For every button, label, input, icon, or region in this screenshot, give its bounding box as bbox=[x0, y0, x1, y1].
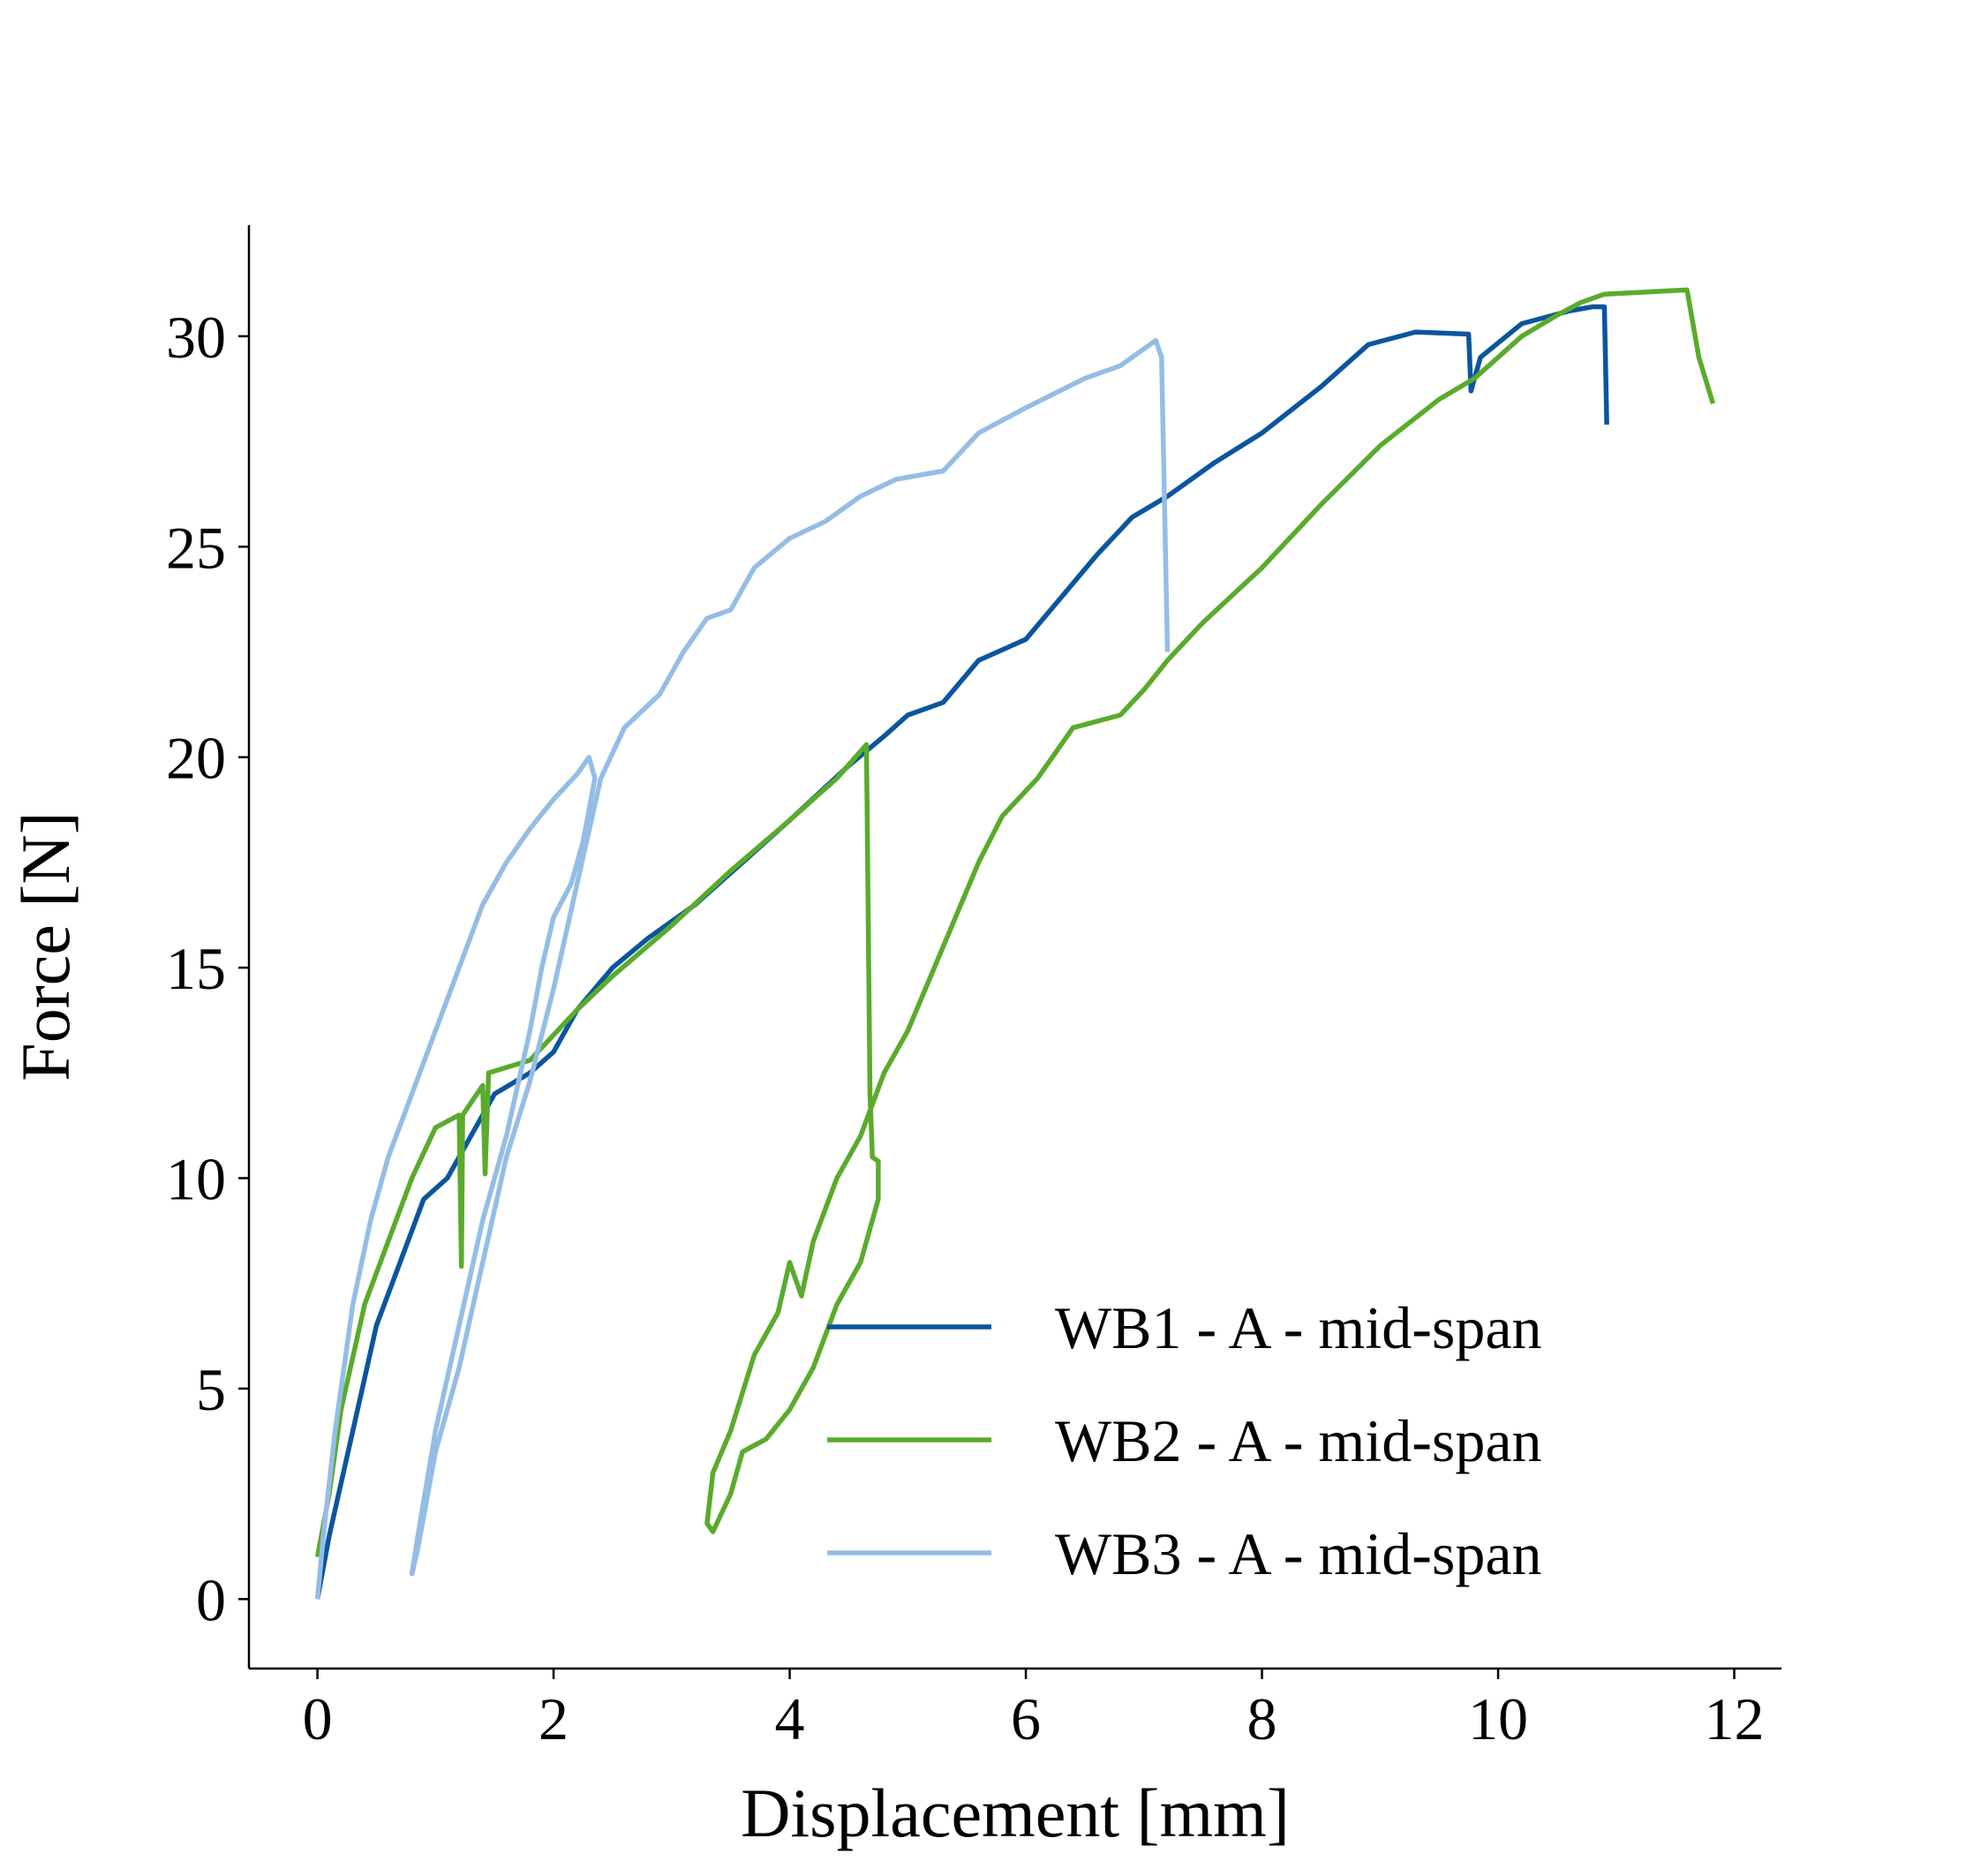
x-tick-label: 10 bbox=[1468, 1685, 1528, 1752]
y-tick-label: 25 bbox=[166, 514, 226, 581]
y-axis-label: Force [N] bbox=[7, 811, 84, 1081]
series-line bbox=[314, 287, 1716, 1558]
x-tick-label: 6 bbox=[1011, 1685, 1041, 1752]
y-tick-label: 15 bbox=[166, 935, 226, 1002]
y-tick-label: 10 bbox=[166, 1146, 226, 1213]
x-tick-label: 8 bbox=[1247, 1685, 1277, 1752]
series-line bbox=[314, 304, 1609, 1600]
x-tick-label: 0 bbox=[303, 1685, 333, 1752]
y-tick-label: 0 bbox=[196, 1566, 226, 1633]
series-line bbox=[314, 337, 1171, 1600]
x-tick-label: 2 bbox=[539, 1685, 569, 1752]
x-axis-label: Displacement [mm] bbox=[741, 1774, 1290, 1851]
y-tick-label: 5 bbox=[196, 1356, 226, 1423]
y-tick-label: 20 bbox=[166, 725, 226, 792]
legend-label: WB3 - A - mid-span bbox=[1055, 1520, 1542, 1587]
legend-label: WB2 - A - mid-span bbox=[1055, 1407, 1542, 1474]
legend-label: WB1 - A - mid-span bbox=[1055, 1294, 1542, 1361]
y-tick-label: 30 bbox=[166, 304, 226, 371]
x-tick-label: 12 bbox=[1705, 1685, 1765, 1752]
x-tick-label: 4 bbox=[775, 1685, 805, 1752]
